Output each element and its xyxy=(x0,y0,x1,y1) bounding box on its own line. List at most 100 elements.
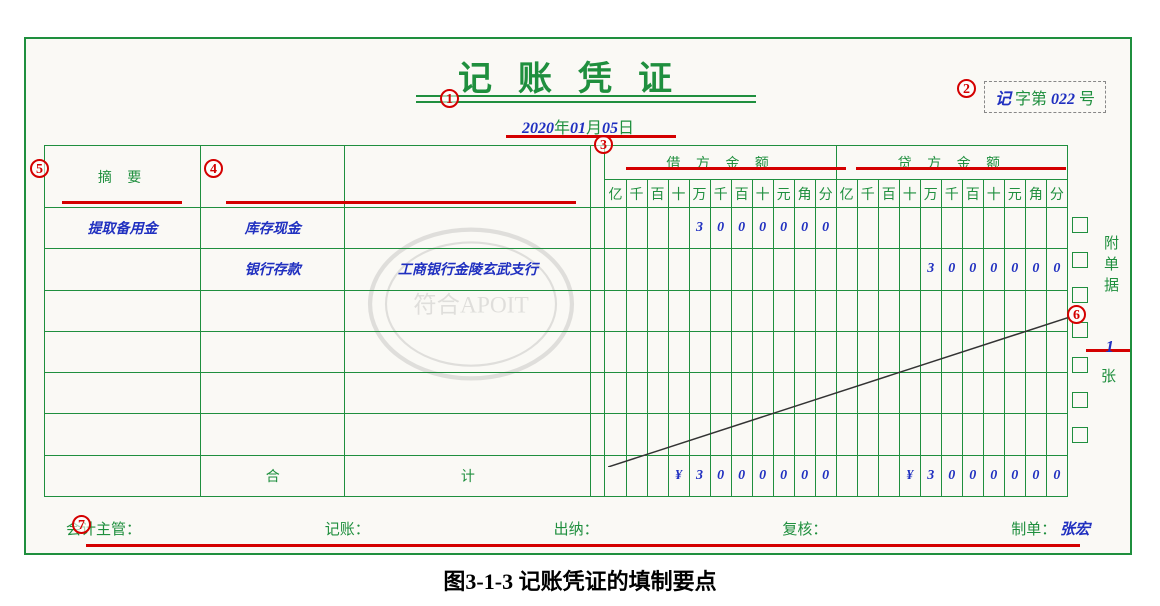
doc-suffix: 号 xyxy=(1079,91,1095,108)
table-row xyxy=(45,290,1068,331)
amount-digit xyxy=(605,373,626,414)
header-detail xyxy=(345,146,591,208)
cell-general: 库存现金 xyxy=(201,208,345,249)
amount-digit xyxy=(794,331,815,372)
voucher-table: 摘 要 借 方 金 额 贷 方 金 额 亿千百十万千百十元角分亿千百十万千百十元… xyxy=(44,145,1068,497)
marker-1: 1 xyxy=(440,89,459,108)
row-checkbox[interactable] xyxy=(1072,252,1088,268)
digit-header: 亿 xyxy=(836,180,857,208)
amount-digit xyxy=(647,208,668,249)
amount-digit xyxy=(1046,208,1067,249)
amount-digit xyxy=(920,331,941,372)
amount-digit xyxy=(836,208,857,249)
footer-cashier: 出纳： xyxy=(554,518,599,539)
amount-digit xyxy=(731,249,752,290)
amount-digit xyxy=(941,290,962,331)
cell-summary: 提取备用金 xyxy=(45,208,201,249)
amount-digit xyxy=(920,373,941,414)
table-row: 提取备用金库存现金3000000 xyxy=(45,208,1068,249)
amount-digit: 3 xyxy=(920,249,941,290)
red-line-credit xyxy=(856,167,1066,170)
marker-7: 7 xyxy=(72,515,91,534)
table-row: 银行存款工商银行金陵玄武支行3000000 xyxy=(45,249,1068,290)
amount-digit xyxy=(878,208,899,249)
digit-header: 十 xyxy=(752,180,773,208)
amount-digit: 0 xyxy=(941,455,962,496)
row-checkbox[interactable] xyxy=(1072,217,1088,233)
cell-tick xyxy=(591,414,605,455)
header-debit: 借 方 金 额 xyxy=(605,146,836,180)
amount-digit: 0 xyxy=(1025,249,1046,290)
amount-digit xyxy=(899,373,920,414)
header-tick xyxy=(591,146,605,208)
amount-digit xyxy=(899,331,920,372)
amount-digit xyxy=(983,331,1004,372)
amount-digit xyxy=(1046,331,1067,372)
amount-digit: 3 xyxy=(920,455,941,496)
amount-digit xyxy=(773,249,794,290)
amount-digit xyxy=(710,290,731,331)
header-general xyxy=(201,146,345,208)
amount-digit xyxy=(605,208,626,249)
amount-digit xyxy=(605,290,626,331)
amount-digit xyxy=(668,414,689,455)
header-credit: 贷 方 金 额 xyxy=(836,146,1067,180)
amount-digit xyxy=(920,290,941,331)
amount-digit xyxy=(815,414,836,455)
digit-header: 分 xyxy=(815,180,836,208)
cell-detail xyxy=(345,373,591,414)
amount-digit: 3 xyxy=(689,208,710,249)
amount-digit xyxy=(1025,208,1046,249)
cell-summary xyxy=(45,414,201,455)
amount-digit xyxy=(1004,373,1025,414)
amount-digit xyxy=(626,249,647,290)
amount-digit xyxy=(857,249,878,290)
amount-digit xyxy=(878,373,899,414)
amount-digit xyxy=(668,373,689,414)
amount-digit: 0 xyxy=(710,455,731,496)
amount-digit xyxy=(962,373,983,414)
amount-digit xyxy=(878,249,899,290)
amount-digit xyxy=(983,414,1004,455)
amount-digit xyxy=(626,290,647,331)
cell-tick xyxy=(591,208,605,249)
amount-digit xyxy=(626,208,647,249)
amount-digit: 0 xyxy=(794,208,815,249)
total-blank xyxy=(45,455,201,496)
row-checkbox[interactable] xyxy=(1072,427,1088,443)
digit-header: 角 xyxy=(794,180,815,208)
amount-digit xyxy=(647,249,668,290)
amount-digit xyxy=(752,373,773,414)
amount-digit xyxy=(836,373,857,414)
marker-3: 3 xyxy=(594,135,613,154)
row-checkbox[interactable] xyxy=(1072,392,1088,408)
amount-digit xyxy=(731,414,752,455)
marker-2: 2 xyxy=(957,79,976,98)
row-checkbox[interactable] xyxy=(1072,322,1088,338)
amount-digit xyxy=(857,290,878,331)
total-label-1: 合 xyxy=(201,455,345,496)
amount-digit xyxy=(710,331,731,372)
amount-digit xyxy=(689,373,710,414)
amount-digit xyxy=(941,331,962,372)
amount-digit: 0 xyxy=(710,208,731,249)
row-checkbox[interactable] xyxy=(1072,357,1088,373)
amount-digit xyxy=(626,455,647,496)
cell-general xyxy=(201,414,345,455)
amount-digit xyxy=(857,208,878,249)
row-checkbox[interactable] xyxy=(1072,287,1088,303)
amount-digit xyxy=(857,414,878,455)
marker-4: 4 xyxy=(204,159,223,178)
amount-digit xyxy=(983,373,1004,414)
amount-digit: 0 xyxy=(815,455,836,496)
amount-digit xyxy=(815,331,836,372)
amount-digit: 0 xyxy=(962,249,983,290)
amount-digit: 0 xyxy=(815,208,836,249)
red-line-debit xyxy=(626,167,846,170)
amount-digit xyxy=(899,208,920,249)
digit-header: 百 xyxy=(647,180,668,208)
amount-digit xyxy=(1046,290,1067,331)
amount-digit: 0 xyxy=(962,455,983,496)
amount-digit xyxy=(878,414,899,455)
cell-general xyxy=(201,290,345,331)
